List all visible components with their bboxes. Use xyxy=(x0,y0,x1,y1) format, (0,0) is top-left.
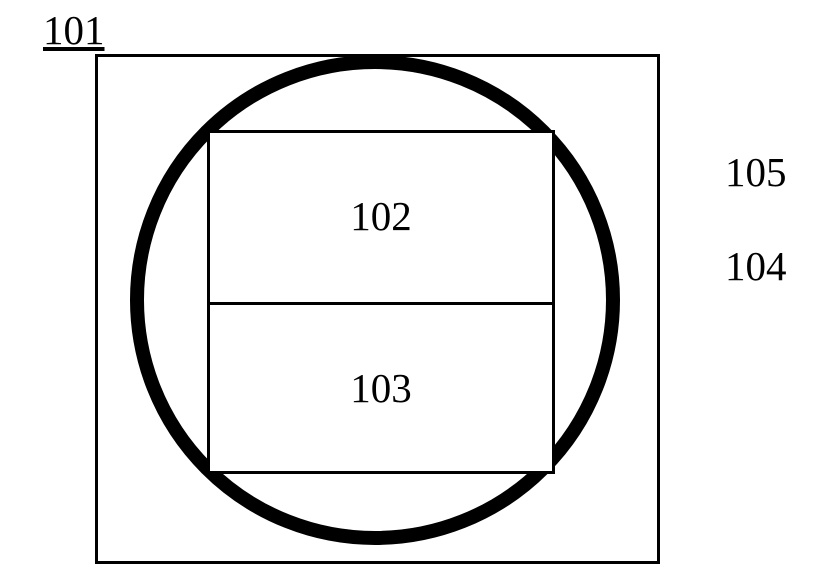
label-104: 104 xyxy=(725,242,787,290)
inner-divider xyxy=(207,302,555,305)
label-105: 105 xyxy=(725,148,787,196)
label-103: 103 xyxy=(350,364,412,412)
diagram-number: 101 xyxy=(43,6,105,54)
diagram-canvas: 101 102 103 105 104 xyxy=(0,0,829,573)
label-102: 102 xyxy=(350,192,412,240)
